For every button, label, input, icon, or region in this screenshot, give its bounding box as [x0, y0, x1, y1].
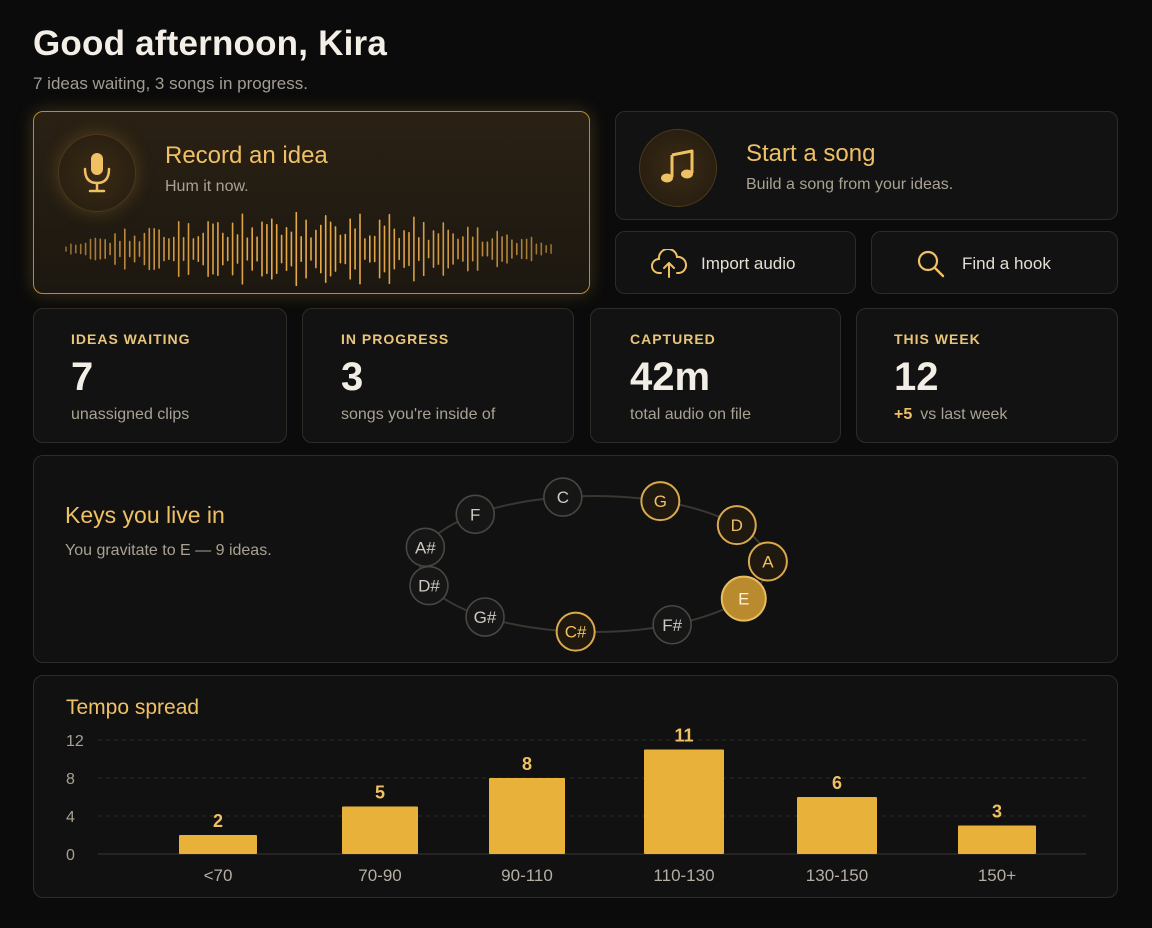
key-node-e[interactable]: E [720, 575, 767, 622]
stat-description: total audio on file [630, 406, 751, 423]
key-node-g[interactable]: G [640, 481, 681, 522]
cloud-upload-icon [651, 249, 687, 278]
mic-icon[interactable] [58, 134, 136, 212]
stat-label: IDEAS WAITING [71, 331, 191, 347]
key-node-a-sharp[interactable]: A# [405, 527, 446, 568]
bar-value-label: 11 [674, 726, 693, 746]
stat-value: 3 [341, 355, 364, 399]
stat-value: 7 [71, 355, 94, 399]
stat-value: 12 [894, 355, 939, 399]
bar-value-label: 6 [832, 773, 842, 793]
key-node-circle [640, 481, 681, 522]
keys-card: Keys you live in You gravitate to E — 9 … [33, 455, 1118, 663]
start-song-subtitle: Build a song from your ideas. [746, 176, 954, 193]
key-node-circle [405, 527, 446, 568]
key-node-label: F [470, 505, 480, 524]
import-audio-label: Import audio [701, 254, 796, 273]
bar-value-label: 8 [522, 754, 532, 774]
key-node-circle [543, 477, 583, 517]
key-node-d[interactable]: D [716, 505, 757, 546]
stat-description: unassigned clips [71, 406, 190, 423]
y-tick-label: 12 [66, 733, 84, 750]
key-node-a[interactable]: A [747, 541, 788, 582]
stat-captured[interactable]: CAPTURED 42m total audio on file [590, 308, 841, 443]
bar-2[interactable] [489, 778, 565, 854]
bar-4[interactable] [797, 797, 877, 854]
stat-label: CAPTURED [630, 331, 716, 347]
key-node-label: C# [565, 623, 587, 642]
key-node-label: A# [415, 538, 436, 557]
key-node-circle [465, 597, 505, 637]
key-node-label: D# [418, 577, 440, 596]
bar-5[interactable] [958, 825, 1036, 855]
music-note-icon [639, 129, 717, 207]
greeting: Good afternoon, Kira [33, 24, 387, 63]
key-node-circle [455, 494, 496, 535]
tempo-chart: 0 4 8 12 2 <70 5 70-90 8 90-110 11 110-130 6 130-150 3… [66, 726, 1086, 885]
greeting-subline: 7 ideas waiting, 3 songs in progress. [33, 74, 308, 93]
stat-label: IN PROGRESS [341, 331, 450, 347]
stat-description: songs you're inside of [341, 406, 496, 423]
stat-ideas-waiting[interactable]: IDEAS WAITING 7 unassigned clips [33, 308, 287, 443]
stat-label: THIS WEEK [894, 331, 981, 347]
key-node-d-sharp[interactable]: D# [409, 565, 449, 606]
stat-this-week[interactable]: THIS WEEK 12 +5 vs last week [856, 308, 1118, 443]
x-tick-label: 90-110 [501, 866, 553, 885]
record-idea-title: Record an idea [165, 142, 328, 169]
key-node-circle [747, 541, 788, 582]
find-hook-label: Find a hook [962, 254, 1051, 273]
key-node-label: F# [662, 616, 682, 635]
key-node-g-sharp[interactable]: G# [465, 597, 505, 637]
y-tick-label: 8 [66, 771, 75, 788]
x-tick-label: 70-90 [358, 866, 401, 885]
key-node-c-sharp[interactable]: C# [555, 611, 596, 652]
record-idea-subtitle: Hum it now. [165, 178, 249, 195]
key-node-circle [555, 611, 596, 652]
record-idea-card[interactable]: Record an idea Hum it now. [33, 111, 590, 294]
stat-value: 42m [630, 355, 711, 399]
bar-value-label: 3 [992, 802, 1002, 822]
start-song-card[interactable]: Start a song Build a song from your idea… [615, 111, 1118, 220]
key-node-label: D [731, 516, 743, 535]
key-node-label: A [762, 552, 774, 571]
key-node-circle [652, 604, 692, 645]
tempo-card: Tempo spread 0 4 8 12 2 <70 5 70-90 8 90-110 11 110… [33, 675, 1118, 898]
key-node-label: E [738, 590, 749, 609]
x-tick-label: 130-150 [806, 866, 868, 885]
chart-title: Tempo spread [66, 696, 200, 719]
y-tick-label: 4 [66, 809, 75, 826]
stat-delta: +5 [894, 406, 913, 423]
stat-delta-text: vs last week [920, 406, 1008, 423]
y-tick-label: 0 [66, 847, 75, 864]
key-node-label: G# [474, 608, 497, 627]
bar-3[interactable] [644, 749, 724, 855]
keys-subtitle: You gravitate to E — 9 ideas. [65, 542, 272, 559]
x-tick-label: 150+ [978, 866, 1016, 885]
bar-value-label: 5 [375, 783, 385, 803]
key-node-f-sharp[interactable]: F# [652, 604, 692, 645]
bar-1[interactable] [342, 806, 418, 855]
x-tick-label: 110-130 [653, 866, 714, 885]
start-song-title: Start a song [746, 140, 876, 167]
key-node-label: G [654, 492, 667, 511]
search-icon [917, 250, 945, 278]
bar-0[interactable] [179, 835, 257, 854]
stat-description: +5 vs last week [894, 406, 1007, 424]
waveform [65, 212, 552, 286]
import-audio-button[interactable]: Import audio [615, 231, 856, 294]
key-node-c[interactable]: C [543, 477, 583, 517]
keys-title: Keys you live in [65, 502, 225, 528]
circle-of-fifths: C G DAE F# C# G# D# A# F [405, 477, 788, 652]
x-tick-label: <70 [204, 866, 233, 885]
find-hook-button[interactable]: Find a hook [871, 231, 1118, 294]
bar-value-label: 2 [213, 811, 223, 831]
key-node-f[interactable]: F [455, 494, 496, 535]
key-node-circle [716, 505, 757, 546]
key-node-circle [720, 575, 767, 622]
stat-in-progress[interactable]: IN PROGRESS 3 songs you're inside of [302, 308, 574, 443]
key-node-label: C [557, 488, 569, 507]
